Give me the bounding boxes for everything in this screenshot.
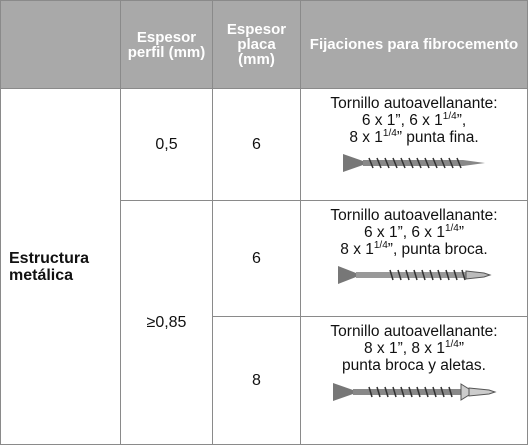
- screw-image: [343, 154, 485, 172]
- header-row: Espesor perfil (mm) Espesor placa (mm) F…: [0, 0, 528, 89]
- placa: 6: [212, 88, 301, 201]
- description: Tornillo autoavellanante: 6 x 1”, 6 x 11/…: [300, 88, 528, 201]
- header-cell: Espesor perfil (mm): [120, 0, 213, 89]
- description-line: 8 x 11/4” punta fina.: [305, 127, 523, 146]
- description-line: 8 x 1”, 8 x 11/4”: [305, 338, 523, 357]
- row: 8 Tornillo autoavellanante: 8 x 1”, 8 x 1…: [1, 316, 528, 445]
- description-line: 6 x 1”, 6 x 11/4”: [305, 222, 523, 241]
- screw-image: [333, 383, 497, 401]
- text-segment: 6 x 1”, 6 x 1: [363, 224, 445, 241]
- superscript: 1/4: [442, 110, 457, 122]
- description-line: 8 x 11/4”, punta broca.: [305, 239, 523, 258]
- text-segment: punta broca y aletas.: [342, 357, 486, 374]
- row-label: Estructura metálica: [0, 88, 121, 445]
- text-segment: 6 x 1”, 6 x 1: [361, 112, 443, 129]
- superscript: 1/4: [382, 127, 397, 139]
- screw-image: [338, 266, 492, 284]
- text-segment: 8 x 1”, 8 x 1: [363, 340, 445, 357]
- text-segment: Tornillo autoavellanante:: [330, 207, 498, 224]
- description-line: 6 x 1”, 6 x 11/4”,: [305, 110, 523, 129]
- header-cell: Espesor placa (mm): [212, 0, 301, 89]
- text-segment: ”, punta broca.: [387, 241, 488, 258]
- placa: 8: [212, 316, 301, 445]
- row: ≥0,85 6 Tornillo autoavellanante: 6 x 1”,…: [1, 200, 528, 445]
- text-segment: ” punta fina.: [396, 129, 479, 146]
- text-segment: ”: [458, 224, 465, 241]
- description: Tornillo autoavellanante: 8 x 1”, 8 x 11/…: [300, 316, 528, 445]
- text-segment: 8 x 1: [349, 129, 383, 146]
- text-segment: ”,: [456, 112, 467, 129]
- description-line: Tornillo autoavellanante:: [305, 323, 523, 340]
- text-segment: 8 x 1: [340, 241, 374, 258]
- header-empty: [0, 0, 121, 89]
- description: Tornillo autoavellanante: 6 x 1”, 6 x 11/…: [300, 200, 528, 317]
- header-cell: Fijaciones para fibrocemento: [300, 0, 528, 89]
- superscript: 1/4: [373, 239, 388, 251]
- description-line: Tornillo autoavellanante:: [305, 95, 523, 112]
- row: Estructura metálica 0,5 6 Tornillo autoa…: [0, 88, 528, 445]
- text-segment: ”: [458, 340, 465, 357]
- superscript: 1/4: [444, 222, 459, 234]
- description-line: punta broca y aletas.: [305, 357, 523, 374]
- perfil: 0,5: [120, 88, 213, 201]
- superscript: 1/4: [444, 338, 459, 350]
- placa: 6: [212, 200, 301, 317]
- text-segment: Tornillo autoavellanante:: [330, 95, 498, 112]
- perfil: ≥0,85: [120, 200, 213, 445]
- text-segment: Tornillo autoavellanante:: [330, 323, 498, 340]
- description-line: Tornillo autoavellanante:: [305, 207, 523, 224]
